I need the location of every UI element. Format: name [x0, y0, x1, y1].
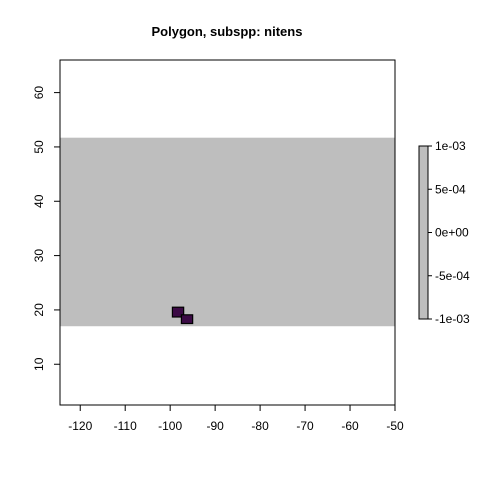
y-tick-label: 30: [32, 249, 46, 263]
legend-tick-label: 5e-04: [435, 182, 466, 196]
legend-tick-label: -1e-03: [435, 312, 470, 326]
y-tick-label: 40: [32, 194, 46, 208]
y-tick-label: 60: [32, 86, 46, 100]
x-tick-label: -90: [206, 419, 224, 433]
x-axis: -120 -110 -100 -90 -80 -70 -60 -50: [68, 404, 404, 433]
y-tick-label: 50: [32, 140, 46, 154]
y-axis: 10 20 30 40 50 60: [32, 86, 61, 371]
x-tick-label: -60: [341, 419, 359, 433]
legend-tick-label: -5e-04: [435, 269, 470, 283]
x-tick-label: -70: [296, 419, 314, 433]
x-tick-label: -100: [158, 419, 182, 433]
x-tick-label: -80: [251, 419, 269, 433]
raster-layer: [60, 137, 395, 327]
plot-title: Polygon, subspp: nitens: [152, 24, 303, 39]
y-tick-label: 10: [32, 357, 46, 371]
legend: 1e-03 5e-04 0e+00 -5e-04 -1e-03: [418, 139, 470, 326]
polygon-cell: [180, 314, 194, 325]
legend-tick-label: 0e+00: [435, 226, 469, 240]
x-tick-label: -110: [114, 419, 137, 433]
legend-tick-label: 1e-03: [435, 139, 466, 153]
polygon-layer: [171, 306, 194, 325]
x-tick-label: -50: [386, 419, 404, 433]
legend-color-bar: [418, 145, 429, 320]
raster-extent: [60, 137, 395, 327]
y-tick-label: 20: [32, 303, 46, 317]
x-tick-label: -120: [68, 419, 92, 433]
polygon-cell: [171, 306, 185, 318]
